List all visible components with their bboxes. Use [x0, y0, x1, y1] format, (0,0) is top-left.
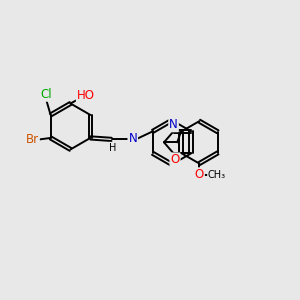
Text: Br: Br	[26, 133, 39, 146]
Text: O: O	[170, 153, 180, 167]
Text: H: H	[110, 142, 117, 153]
Text: HO: HO	[77, 89, 95, 102]
Text: Cl: Cl	[40, 88, 52, 101]
Text: N: N	[128, 132, 137, 145]
Text: O: O	[195, 168, 204, 181]
Text: CH₃: CH₃	[208, 170, 226, 180]
Text: N: N	[169, 118, 178, 131]
